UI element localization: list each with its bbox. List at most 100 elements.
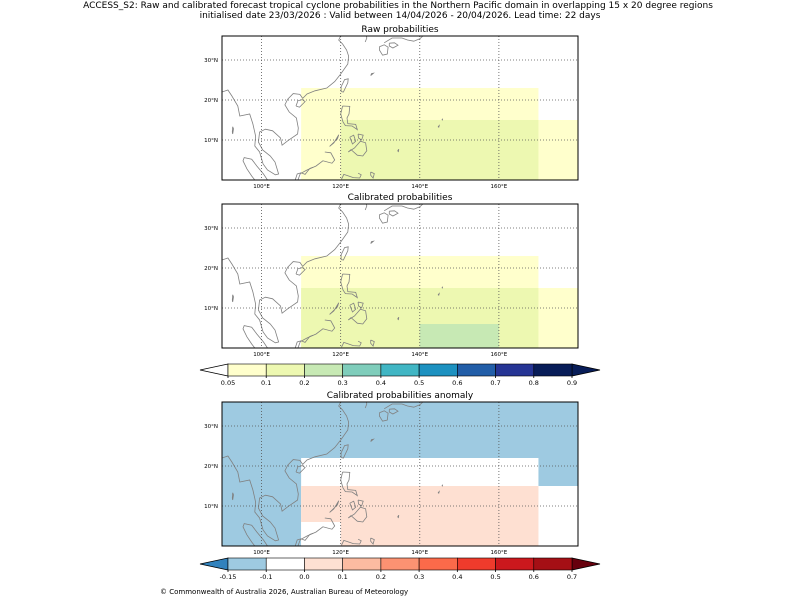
colorbar-swatch [227,557,267,571]
coastline-segment [329,500,340,513]
colorbar-over-arrow [571,363,601,377]
colorbar-swatch [495,557,535,571]
coastline-segment [364,36,368,43]
coastline-segment [357,133,364,141]
colorbar-swatch [418,557,458,571]
colorbar-over-arrow [571,557,601,571]
figure-title-line1: ACCESS_S2: Raw and calibrated forecast t… [83,1,713,11]
map-panel-2: Calibrated probabilities 100°E 120°E 140°E 1… [204,193,579,358]
copyright-footer: © Commonwealth of Australia 2026, Austra… [160,588,408,596]
x-tick-label: 160°E [491,352,508,358]
coastline-segment [388,210,399,217]
colorbar-tick-label: 0.4 [376,379,386,387]
probability-cell [538,120,578,180]
coastline-segment [294,532,314,546]
colorbar-swatch [495,363,535,377]
colorbar-tick-label: 0.7 [567,573,577,581]
coastline-segment [347,506,368,523]
map-frame [221,35,579,181]
y-tick-label: 10°N [204,306,218,312]
coastline-segment [379,44,389,56]
coastline-segment [231,294,234,303]
x-tick-label: 120°E [332,550,349,556]
map-panel-3: Calibrated probabilities anomaly 100°E 120… [204,391,579,556]
coastline-segment [364,402,368,409]
coastline-segment [222,36,350,176]
colorbar-tick-label: 0.2 [376,573,386,581]
x-tick-label: 100°E [253,550,270,556]
probability-cell [419,522,499,546]
colorbar-tick-label: 0.6 [529,573,539,581]
coastline-segment [222,402,350,542]
probability-cell [340,120,539,180]
coastline-segment [340,444,349,459]
anomaly-colorbar: -0.15 -0.1 0.0 0.1 0.2 0.3 0.4 0.5 0.6 0.7 [199,557,601,581]
coastline-segment [388,408,399,415]
coastline-segment [370,339,375,347]
coastline-segment [370,171,375,179]
probability-cells [222,402,578,546]
coastline-segment [329,134,340,147]
y-tick-label: 30°N [204,58,218,64]
x-tick-label: 140°E [411,352,428,358]
colorbar-under-arrow [199,363,229,377]
panel-title: Calibrated probabilities anomaly [327,391,474,401]
colorbar-tick-label: 0.7 [490,379,500,387]
coastline-segment [294,334,314,348]
coastline-segment [349,134,357,145]
probability-cell [538,288,578,348]
probability-cell [419,324,499,348]
colorbar-under-arrow [199,557,229,571]
colorbar-tick-label: 0.0 [299,573,309,581]
colorbar-swatch [342,363,382,377]
coastline-segment [437,292,440,296]
map-frame [221,401,579,547]
coastline-segment [397,316,400,321]
colorbar-swatch [533,363,573,377]
coastline-segment [379,212,389,224]
colorbar-tick-label: 0.3 [414,573,424,581]
coastline [222,402,444,546]
coastline-segment [295,465,306,474]
y-tick-label: 30°N [204,226,218,232]
colorbar-swatch [533,557,573,571]
coastline-segment [341,538,362,546]
colorbar-tick-label: 0.5 [490,573,500,581]
y-tick-label: 30°N [204,424,218,430]
colorbar-swatch [304,557,343,571]
x-tick-label: 160°E [491,184,508,190]
coastline-segment [222,204,350,344]
coastline-segment [441,286,444,289]
colorbar-swatch [227,363,267,377]
colorbar-tick-label: 0.4 [452,573,462,581]
coastline-segment [441,484,444,487]
coastline-segment [397,514,400,519]
colorbar-tick-label: -0.1 [260,573,273,581]
coastline-segment [340,246,349,261]
colorbar-tick-label: 0.2 [299,379,309,387]
map-panel-1: Raw probabilities 100°E 120°E 140°E 160°E 10°… [204,25,579,190]
probability-cells [301,88,578,180]
coastline-segment [340,78,349,93]
colorbar-tick-label: 0.1 [337,573,347,581]
coastline-segment [297,319,336,348]
coastline-segment [370,438,375,442]
coastline-segment [294,166,314,180]
colorbar-tick-label: 0.6 [452,379,462,387]
x-tick-label: 160°E [491,550,508,556]
coastline-segment [340,105,359,131]
coastline-segment [231,492,234,501]
coastline-segment [349,500,357,511]
probability-colorbar: 0.05 0.1 0.2 0.3 0.4 0.5 0.6 0.7 0.8 0.9 [199,363,601,387]
panel-title: Raw probabilities [361,25,439,35]
gridlines [222,36,578,180]
coastline-segment [364,204,368,211]
coastline-segment [397,148,400,153]
x-tick-label: 140°E [411,550,428,556]
colorbar-tick-label: 0.3 [337,379,347,387]
coastline-segment [383,204,424,212]
coastline-segment [388,42,399,49]
colorbar-tick-label: 0.9 [567,379,577,387]
coastline-segment [383,36,424,44]
